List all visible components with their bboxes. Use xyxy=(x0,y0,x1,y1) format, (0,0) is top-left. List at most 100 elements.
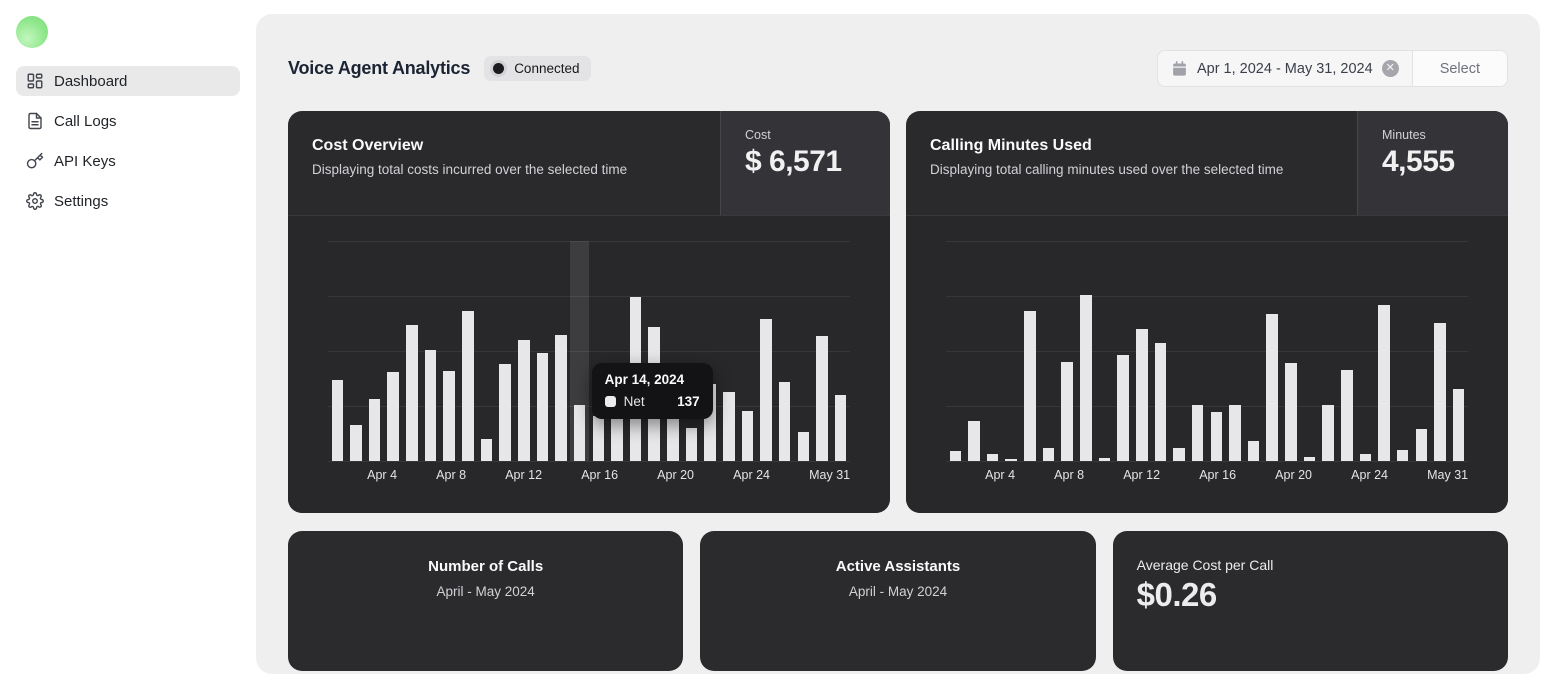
app-logo[interactable] xyxy=(16,16,48,48)
bar-slot xyxy=(328,241,347,461)
bar[interactable] xyxy=(797,432,810,461)
cost-chart[interactable]: Apr 14, 2024 Net 137 Apr 4 Apr 8 Apr 12 Apr… xyxy=(288,216,890,513)
bar-slot xyxy=(1132,241,1151,461)
bar[interactable] xyxy=(1452,388,1465,461)
minutes-stat-box: Minutes 4,555 xyxy=(1357,111,1508,215)
bar[interactable] xyxy=(1266,313,1278,461)
calls-card-subtitle: April - May 2024 xyxy=(436,584,535,599)
series-swatch-icon xyxy=(604,396,616,407)
bar-slot xyxy=(682,241,701,461)
bar[interactable] xyxy=(368,399,381,461)
bar[interactable] xyxy=(760,318,772,461)
main-panel: Voice Agent Analytics Connected Apr 1, 2… xyxy=(256,14,1540,674)
bar[interactable] xyxy=(741,410,754,461)
bar[interactable] xyxy=(1396,450,1409,461)
bar[interactable] xyxy=(555,335,567,461)
bar-slot xyxy=(1076,241,1095,461)
bar[interactable] xyxy=(1229,405,1241,461)
bar[interactable] xyxy=(1341,370,1353,461)
x-axis: Apr 4 Apr 8 Apr 12 Apr 16 Apr 20 Apr 24 May 31 xyxy=(328,468,850,482)
bar-slot xyxy=(1431,241,1450,461)
x-axis-tick xyxy=(542,468,555,482)
x-axis-tick: Apr 20 xyxy=(1275,468,1313,482)
x-axis-tick xyxy=(568,468,581,482)
clear-date-icon[interactable]: ✕ xyxy=(1381,60,1399,77)
gridline xyxy=(328,241,850,242)
bar[interactable] xyxy=(536,353,549,461)
bar[interactable] xyxy=(667,387,679,461)
bar[interactable] xyxy=(1042,447,1055,461)
bar[interactable] xyxy=(968,421,980,461)
bar[interactable] xyxy=(1359,453,1372,461)
bar[interactable] xyxy=(573,405,586,461)
x-axis-tick xyxy=(1236,468,1249,482)
bar[interactable] xyxy=(1135,329,1148,461)
bar[interactable] xyxy=(443,371,455,461)
bar-slot xyxy=(347,241,366,461)
bar[interactable] xyxy=(1415,429,1428,461)
bar[interactable] xyxy=(331,379,344,461)
status-badge-label: Connected xyxy=(514,61,580,76)
bar[interactable] xyxy=(949,451,962,461)
minutes-card-title: Calling Minutes Used xyxy=(930,137,1092,154)
sidebar-item-api-keys[interactable]: API Keys xyxy=(16,146,240,176)
bar[interactable] xyxy=(1005,458,1018,461)
sidebar-item-label: Call Logs xyxy=(54,112,117,130)
bar[interactable] xyxy=(986,453,999,461)
bar[interactable] xyxy=(387,372,400,461)
sidebar-item-settings[interactable]: Settings xyxy=(16,186,240,216)
bar[interactable] xyxy=(778,381,791,461)
sidebar-item-dashboard[interactable]: Dashboard xyxy=(16,66,240,96)
bar[interactable] xyxy=(1098,458,1111,461)
bar[interactable] xyxy=(1378,304,1390,461)
settings-gear-icon xyxy=(26,192,44,210)
bar[interactable] xyxy=(1061,362,1073,461)
gridline xyxy=(328,351,850,352)
bar[interactable] xyxy=(499,364,511,461)
bar[interactable] xyxy=(462,310,474,461)
bar[interactable] xyxy=(517,340,530,461)
bar-slot xyxy=(1449,241,1468,461)
bar[interactable] xyxy=(1247,441,1260,461)
bar[interactable] xyxy=(1024,310,1036,461)
bar[interactable] xyxy=(1154,342,1167,461)
bar-slot xyxy=(794,241,813,461)
bar[interactable] xyxy=(480,438,493,461)
bar[interactable] xyxy=(1080,295,1092,461)
bar[interactable] xyxy=(834,395,847,461)
gridline xyxy=(328,296,850,297)
bar[interactable] xyxy=(1303,457,1316,461)
bar[interactable] xyxy=(1173,447,1185,461)
x-axis-tick: May 31 xyxy=(1427,468,1469,482)
bar[interactable] xyxy=(611,383,623,461)
bar[interactable] xyxy=(685,428,698,461)
bar-slot xyxy=(1170,241,1189,461)
bar-slot xyxy=(1300,241,1319,461)
x-axis-tick xyxy=(397,468,410,482)
bar[interactable] xyxy=(723,391,735,461)
date-range-button[interactable]: Apr 1, 2024 - May 31, 2024 ✕ xyxy=(1158,51,1412,86)
bar[interactable] xyxy=(1322,404,1334,461)
x-axis-tick xyxy=(959,468,972,482)
bar[interactable] xyxy=(1210,412,1223,461)
bar[interactable] xyxy=(406,324,418,461)
bar[interactable] xyxy=(1285,362,1297,461)
minutes-stat-value: 4,555 xyxy=(1382,145,1455,178)
bar[interactable] xyxy=(816,335,828,461)
minutes-chart[interactable]: Apr 4 Apr 8 Apr 12 Apr 16 Apr 20 Apr 24 May 31 xyxy=(906,216,1508,513)
select-button-label: Select xyxy=(1439,60,1480,77)
bar[interactable] xyxy=(1434,323,1446,461)
x-axis-tick xyxy=(354,468,367,482)
bar[interactable] xyxy=(1117,355,1129,461)
bar-slot xyxy=(626,241,645,461)
sidebar-item-call-logs[interactable]: Call Logs xyxy=(16,106,240,136)
bar[interactable] xyxy=(704,383,716,461)
x-axis-tick xyxy=(341,468,354,482)
bar-slot xyxy=(1021,241,1040,461)
bar[interactable] xyxy=(1191,405,1204,461)
select-button[interactable]: Select xyxy=(1411,51,1507,86)
bar[interactable] xyxy=(424,350,437,461)
bar[interactable] xyxy=(350,425,362,461)
bar[interactable] xyxy=(592,416,605,461)
page-title: Voice Agent Analytics xyxy=(288,58,471,78)
